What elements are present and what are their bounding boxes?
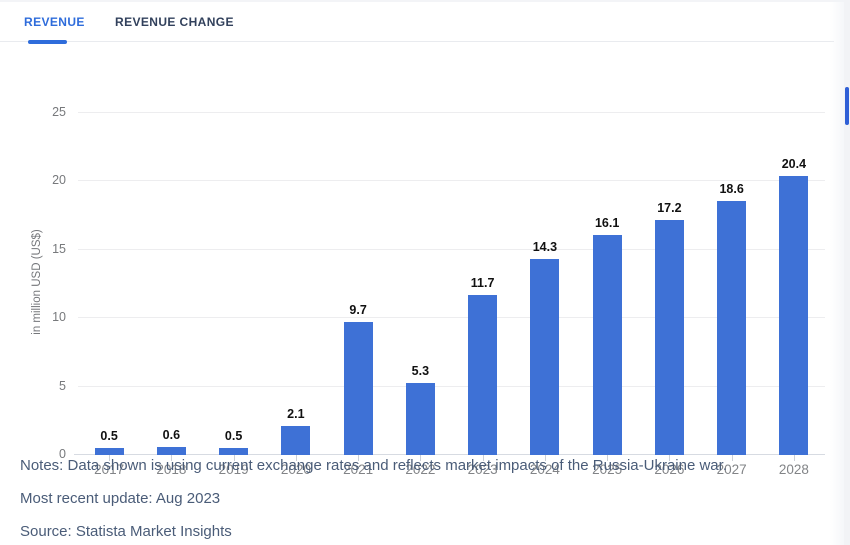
bar-column: 14.3 2024 [514, 113, 576, 477]
tab-revenue-change[interactable]: REVENUE CHANGE [115, 15, 234, 29]
bar[interactable] [592, 234, 622, 455]
bar-series: 0.5 2017 0.6 2018 0.5 2019 2.1 2020 9.7 2021 5.3 20… [78, 113, 825, 478]
x-axis-line [74, 454, 825, 455]
bar-value-label: 5.3 [411, 363, 430, 378]
bar-column: 16.1 2025 [576, 113, 638, 477]
y-axis-tick-label: 10 [52, 310, 66, 325]
card-top-edge [0, 0, 850, 2]
bar[interactable] [281, 426, 311, 455]
bar-value-label: 0.5 [100, 429, 118, 444]
tab-bar: REVENUE REVENUE CHANGE [0, 2, 834, 44]
bar-column: 0.5 2019 [203, 113, 265, 477]
gridline [78, 248, 825, 250]
bar[interactable] [94, 448, 124, 455]
x-axis-tick [731, 455, 733, 461]
bar[interactable] [219, 448, 249, 455]
active-tab-indicator [28, 40, 67, 44]
y-axis-tick-label: 5 [59, 378, 66, 393]
bar[interactable] [156, 446, 186, 455]
x-axis-label: 2021 [343, 462, 374, 477]
x-axis-label: 2022 [405, 462, 436, 477]
bar[interactable] [717, 200, 747, 455]
x-axis-label: 2027 [716, 462, 747, 477]
scrollbar-thumb[interactable] [845, 87, 849, 125]
bar-value-label: 14.3 [532, 240, 558, 255]
y-axis-tick-label: 15 [52, 241, 66, 256]
bar-column: 0.5 2017 [78, 113, 140, 477]
bar-column: 20.4 2028 [763, 113, 825, 477]
y-axis: 0 5 10 15 20 25 [0, 105, 66, 461]
bar-value-label: 2.1 [287, 407, 305, 422]
gridline [78, 385, 825, 387]
y-axis-tick-label: 0 [59, 447, 66, 461]
bar-value-label: 0.6 [162, 427, 181, 442]
y-axis-tick-label: 25 [52, 105, 66, 119]
plot-area: 0.5 2017 0.6 2018 0.5 2019 2.1 2020 9.7 2021 5.3 20… [74, 112, 825, 478]
x-axis-label: 2028 [778, 462, 809, 477]
x-axis-tick [544, 455, 546, 461]
bar-column: 9.7 2021 [327, 113, 389, 477]
bar-value-label: 11.7 [470, 275, 495, 290]
gridline [78, 317, 825, 319]
x-axis-tick [109, 455, 111, 461]
tab-revenue[interactable]: REVENUE [24, 15, 85, 29]
x-axis-label: 2020 [280, 462, 311, 477]
x-axis-label: 2026 [654, 462, 685, 477]
x-axis-label: 2018 [156, 462, 187, 477]
gridline [78, 112, 825, 113]
bar[interactable] [654, 219, 684, 455]
x-axis-label: 2024 [529, 462, 560, 477]
bar[interactable] [343, 322, 373, 455]
bar-column: 11.7 2023 [452, 113, 514, 477]
bar-column: 18.6 2027 [701, 113, 763, 477]
bar-column: 0.6 2018 [140, 113, 202, 477]
x-axis-tick [420, 455, 422, 461]
x-axis-tick [482, 455, 484, 461]
y-axis-tick-label: 20 [52, 173, 66, 188]
x-axis-label: 2025 [592, 462, 623, 477]
x-axis-tick [358, 455, 360, 461]
bar[interactable] [468, 294, 498, 455]
revenue-bar-chart: in million USD (US$) 0 5 10 15 20 25 0.5 2017 0… [0, 42, 834, 477]
bar-column: 5.3 2022 [389, 113, 451, 478]
bar[interactable] [530, 259, 560, 455]
x-axis-label: 2019 [218, 462, 249, 477]
bar-value-label: 0.5 [224, 429, 243, 444]
update-text: Most recent update: Aug 2023 [20, 490, 221, 507]
bar-value-label: 20.4 [781, 156, 807, 171]
bar-value-label: 18.6 [719, 181, 744, 196]
x-axis-tick [607, 455, 609, 461]
notes-text: Notes: Data shown is using current excha… [20, 457, 727, 474]
scrollbar-track[interactable] [844, 0, 850, 545]
bar[interactable] [405, 382, 435, 455]
x-axis-label: 2023 [467, 462, 498, 477]
bar-column: 17.2 2026 [638, 113, 700, 477]
x-axis-tick [295, 455, 297, 461]
x-axis-tick [793, 455, 795, 461]
bar[interactable] [779, 175, 809, 455]
bar-column: 2.1 2020 [265, 113, 327, 477]
x-axis-label: 2017 [94, 462, 125, 477]
source-text: Source: Statista Market Insights [20, 523, 232, 540]
bar-value-label: 17.2 [657, 200, 682, 215]
bar-value-label: 9.7 [349, 303, 367, 318]
bar-value-label: 16.1 [594, 215, 620, 230]
x-axis-tick [171, 455, 173, 461]
x-axis-tick [233, 455, 235, 461]
x-axis-tick [669, 455, 671, 461]
gridline [78, 180, 825, 182]
